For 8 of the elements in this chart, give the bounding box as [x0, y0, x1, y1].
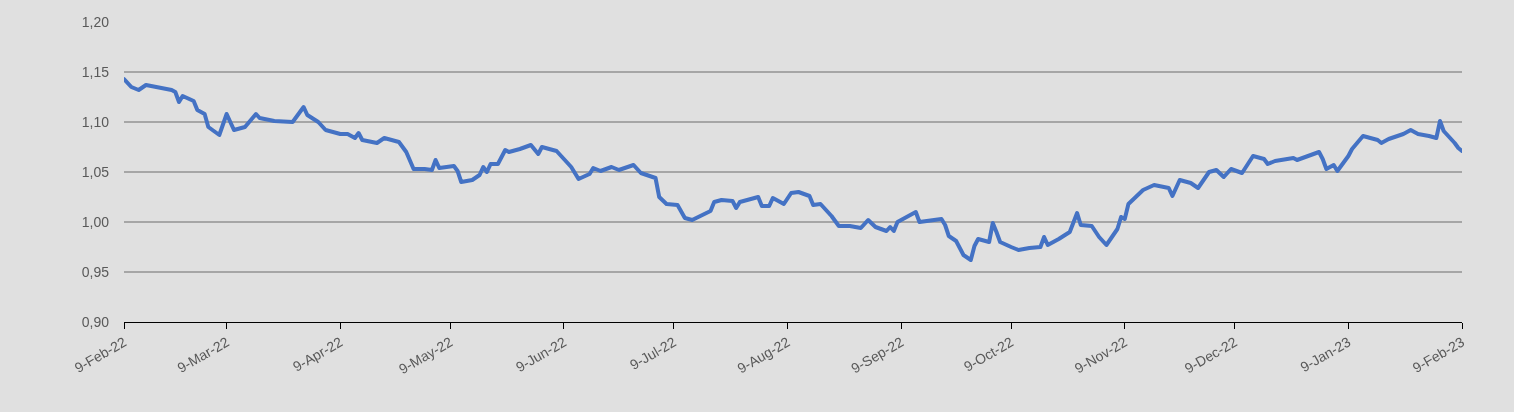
y-tick-label: 1,20	[81, 13, 110, 30]
y-tick-label: 1,10	[81, 113, 110, 130]
line-series	[124, 77, 1462, 262]
y-tick-label: 1,00	[81, 213, 110, 230]
y-tick-label: 0,95	[81, 263, 110, 280]
y-tick-label: 1,05	[81, 163, 110, 180]
y-tick-label: 1,15	[81, 63, 110, 80]
y-tick-label: 0,90	[81, 313, 110, 330]
